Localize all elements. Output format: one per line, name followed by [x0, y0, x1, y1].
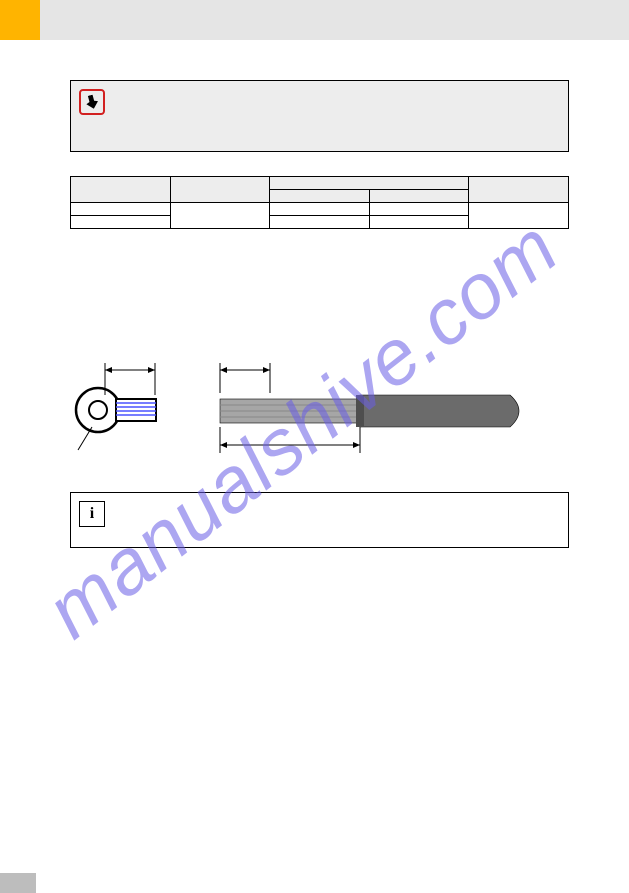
- th-col3-group: [270, 177, 469, 190]
- th-col1: [71, 177, 171, 203]
- ring-lug-icon: [76, 388, 156, 432]
- cable-diagram: [70, 325, 569, 478]
- action-callout: [70, 80, 569, 152]
- page-number: [0, 873, 36, 893]
- th-col2: [170, 177, 270, 203]
- cell: [71, 216, 171, 229]
- cell: [270, 216, 370, 229]
- cell: [369, 216, 469, 229]
- page-content: i: [0, 40, 629, 568]
- cable-icon: [220, 395, 519, 427]
- info-icon: i: [79, 501, 105, 527]
- hand-pointer-icon: [79, 89, 105, 115]
- cable-svg: [70, 325, 530, 475]
- cell: [270, 203, 370, 216]
- cell: [469, 203, 569, 229]
- header-bar: [0, 0, 629, 40]
- header-accent-tab: [0, 0, 40, 40]
- cell: [71, 203, 171, 216]
- spec-table: [70, 176, 569, 229]
- cell: [170, 203, 270, 229]
- th-col4: [469, 177, 569, 203]
- th-col3-sub1: [270, 190, 370, 203]
- cell: [369, 203, 469, 216]
- table-row: [71, 203, 569, 216]
- info-callout: i: [70, 492, 569, 548]
- th-col3-sub2: [369, 190, 469, 203]
